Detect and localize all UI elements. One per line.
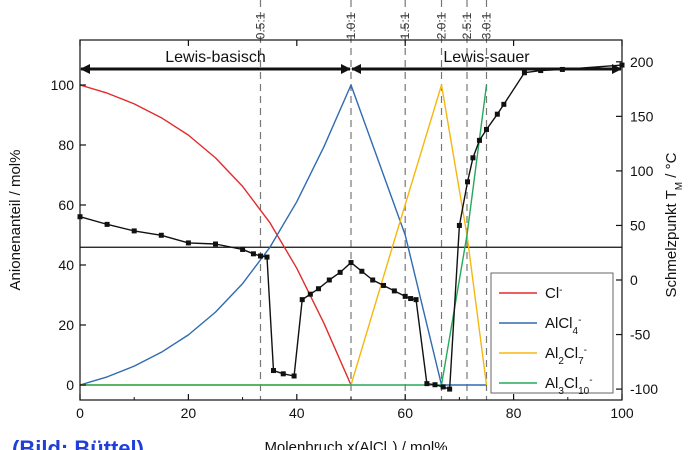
data-point-11 [280, 371, 286, 377]
data-point-19 [359, 268, 365, 274]
data-point-27 [432, 382, 438, 388]
legend-label-3: Al3Cl10- [545, 375, 593, 397]
y-tick-label-5: 100 [51, 77, 75, 93]
x-tick-label-1: 20 [181, 405, 197, 421]
data-point-34 [484, 126, 489, 132]
data-point-8 [257, 253, 263, 259]
y2-tick-label-0: -100 [630, 381, 658, 397]
data-point-3 [158, 232, 164, 238]
data-point-4 [185, 240, 191, 246]
data-point-6 [240, 246, 246, 252]
data-point-31 [465, 179, 471, 185]
series-line-2 [80, 84, 488, 386]
data-point-25 [413, 297, 419, 303]
data-point-35 [494, 111, 500, 117]
ratio-label-5: 3.0:1 [480, 12, 494, 39]
y2-axis-title: Schmelzpunkt TM / °C [663, 152, 685, 297]
series-line-3 [80, 84, 488, 386]
region-label-1: Lewis-sauer [443, 49, 530, 66]
tick-layer: 0 20 40 60 80 100 0 20 40 60 80 100 -100 -50 0 50 100 150… [51, 40, 658, 421]
ratio-label-2: 1.5:1 [398, 12, 412, 39]
x-tick-label-3: 60 [397, 405, 413, 421]
y2-tick-label-1: -50 [630, 327, 650, 343]
data-point-9 [264, 254, 270, 260]
data-point-7 [250, 251, 256, 257]
ratio-label-0: 0.5:1 [253, 12, 267, 39]
data-point-12 [291, 373, 297, 379]
ratio-label-1: 1.0:1 [344, 12, 358, 39]
data-point-18 [348, 260, 354, 266]
y2-tick-label-6: 200 [630, 54, 654, 70]
data-point-28 [440, 384, 446, 390]
x-tick-label-5: 100 [610, 405, 634, 421]
y2-tick-label-3: 50 [630, 217, 646, 233]
source-label: (Bild: Büttel) [12, 436, 144, 450]
data-point-24 [408, 296, 414, 302]
y-tick-label-0: 0 [66, 377, 74, 393]
ratio-label-4: 2.5:1 [460, 12, 474, 39]
data-point-33 [476, 137, 482, 143]
y-tick-label-4: 80 [58, 137, 74, 153]
y2-tick-label-5: 150 [630, 108, 654, 124]
region-layer: Lewis-basisch Lewis-sauer [80, 49, 622, 74]
y-tick-label-3: 60 [58, 197, 74, 213]
data-point-1 [104, 221, 110, 227]
data-point-14 [307, 291, 313, 297]
x-tick-label-0: 0 [76, 405, 84, 421]
data-point-2 [131, 228, 137, 234]
data-point-21 [381, 282, 387, 288]
data-point-29 [447, 386, 453, 392]
legend: Cl- AlCl4- Al2Cl7- Al3Cl10- [490, 272, 614, 397]
data-point-15 [315, 286, 321, 292]
legend-label-0: Cl- [545, 285, 563, 303]
ratio-label-3: 2.0:1 [435, 12, 449, 39]
data-point-26 [424, 381, 430, 387]
x-tick-label-2: 40 [289, 405, 305, 421]
data-point-23 [402, 293, 408, 299]
data-point-32 [470, 155, 476, 161]
y-tick-label-1: 20 [58, 317, 74, 333]
y-tick-label-2: 40 [58, 257, 74, 273]
legend-label-2: Al2Cl7- [545, 345, 587, 367]
y2-tick-label-2: 0 [630, 272, 638, 288]
data-point-20 [370, 277, 376, 283]
x-axis-title: Molenbruch x(AlCl3) / mol% [264, 439, 447, 450]
x-tick-label-4: 80 [506, 405, 522, 421]
data-point-17 [337, 269, 343, 275]
y-axis-title: Anionenanteil / mol% [7, 150, 24, 291]
legend-items: Cl- AlCl4- Al2Cl7- Al3Cl10- [499, 285, 593, 397]
data-point-16 [326, 277, 332, 283]
series-line-1 [79, 84, 487, 386]
data-point-30 [456, 222, 462, 228]
data-point-13 [299, 297, 305, 303]
data-point-10 [270, 368, 276, 374]
data-point-37 [521, 70, 527, 76]
legend-label-1: AlCl4- [545, 315, 581, 337]
series-line-0 [79, 84, 352, 386]
data-point-22 [391, 288, 397, 294]
region-label-0: Lewis-basisch [165, 49, 265, 66]
data-point-36 [501, 101, 507, 107]
data-point-5 [213, 241, 218, 247]
y2-tick-label-4: 100 [630, 163, 654, 179]
